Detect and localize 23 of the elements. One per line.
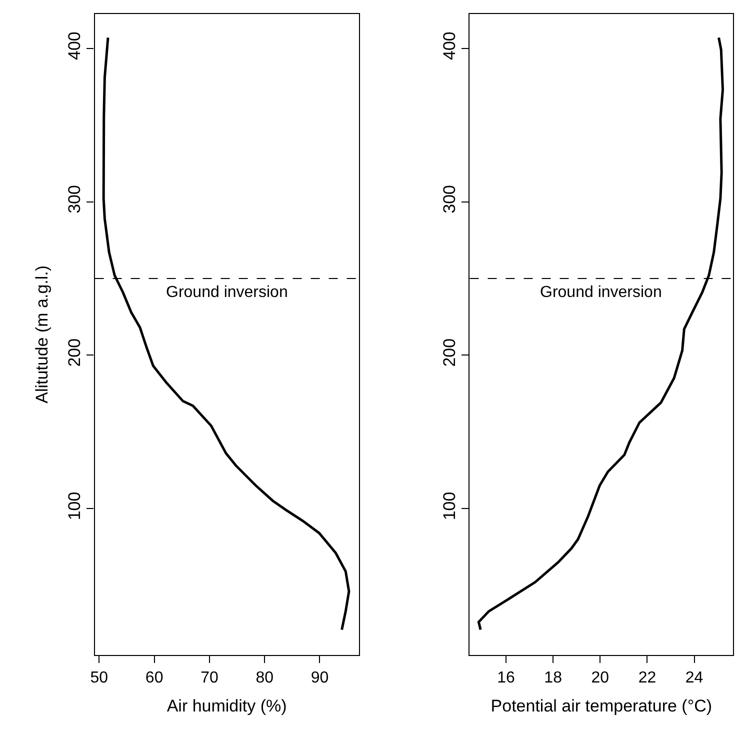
x-tick-label: 20 (591, 669, 610, 686)
x-tick-label: 50 (90, 669, 108, 686)
x-tick-label: 16 (497, 669, 515, 686)
ref-line-label: Ground inversion (540, 284, 662, 301)
y-tick-label: 100 (440, 492, 459, 520)
x-tick-label: 22 (638, 669, 656, 686)
x-tick-label: 24 (685, 669, 704, 686)
y-tick-label: 100 (64, 492, 84, 520)
ref-line-label: Ground inversion (166, 284, 288, 301)
y-tick-label: 200 (440, 338, 459, 367)
y-tick-label: 300 (440, 185, 459, 214)
y-tick-label: 200 (64, 338, 84, 367)
x-tick-label: 90 (310, 669, 329, 686)
y-axis-title: Alitutude (m a.g.l.) (32, 265, 52, 404)
y-tick-label: 300 (64, 185, 84, 214)
y-tick-label: 400 (64, 32, 84, 60)
x-tick-label: 70 (200, 669, 218, 686)
x-tick-label: 60 (145, 669, 164, 686)
x-axis-title: Potential air temperature (°C) (490, 696, 712, 716)
y-tick-label: 400 (440, 32, 459, 60)
x-tick-label: 18 (544, 669, 562, 686)
x-tick-label: 80 (256, 669, 274, 686)
x-axis-title: Air humidity (%) (166, 696, 287, 716)
